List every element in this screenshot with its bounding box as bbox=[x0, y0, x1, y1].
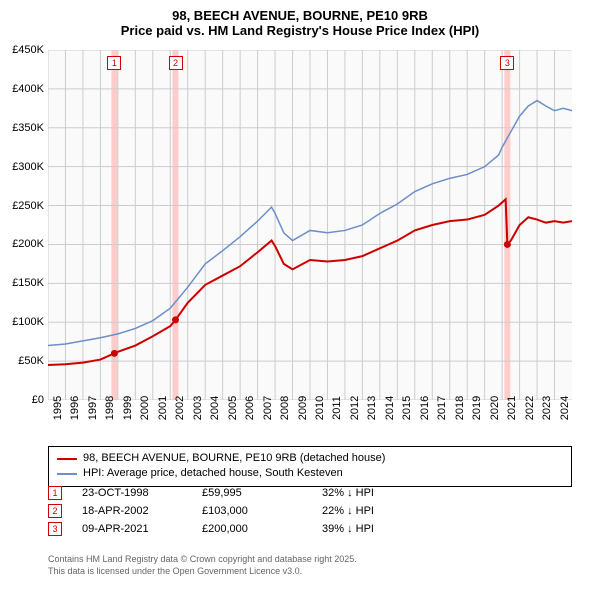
y-tick-label: £250K bbox=[12, 200, 44, 212]
x-tick-label: 2011 bbox=[331, 396, 343, 420]
x-tick-label: 2004 bbox=[209, 396, 221, 420]
transaction-date: 09-APR-2021 bbox=[82, 523, 202, 535]
y-tick-label: £400K bbox=[12, 83, 44, 95]
footer-line2: This data is licensed under the Open Gov… bbox=[48, 566, 572, 578]
transaction-delta: 32% ↓ HPI bbox=[322, 487, 442, 499]
transaction-date: 18-APR-2002 bbox=[82, 505, 202, 517]
x-tick-label: 2023 bbox=[541, 396, 553, 420]
x-tick-label: 2002 bbox=[174, 396, 186, 420]
x-tick-label: 1997 bbox=[87, 396, 99, 420]
x-tick-label: 2024 bbox=[559, 396, 571, 420]
x-tick-label: 2016 bbox=[419, 396, 431, 420]
legend-swatch bbox=[57, 473, 77, 475]
transaction-date: 23-OCT-1998 bbox=[82, 487, 202, 499]
title-subtitle: Price paid vs. HM Land Registry's House … bbox=[0, 23, 600, 38]
x-tick-label: 2012 bbox=[349, 396, 361, 420]
chart-marker-3: 3 bbox=[500, 56, 514, 70]
transactions-table: 1 23-OCT-1998£59,99532% ↓ HPI 2 18-APR-2002… bbox=[48, 486, 572, 540]
x-tick-label: 2013 bbox=[366, 396, 378, 420]
footer-line1: Contains HM Land Registry data © Crown c… bbox=[48, 554, 572, 566]
y-tick-label: £100K bbox=[12, 316, 44, 328]
transaction-marker: 2 bbox=[48, 504, 62, 518]
chart-marker-2: 2 bbox=[169, 56, 183, 70]
x-tick-label: 2005 bbox=[227, 396, 239, 420]
y-axis: £0£50K£100K£150K£200K£250K£300K£350K£400… bbox=[0, 50, 48, 400]
x-tick-label: 2015 bbox=[401, 396, 413, 420]
y-tick-label: £150K bbox=[12, 277, 44, 289]
legend-row: HPI: Average price, detached house, Sout… bbox=[57, 466, 563, 481]
x-tick-label: 2007 bbox=[262, 396, 274, 420]
x-tick-label: 1995 bbox=[52, 396, 64, 420]
x-tick-label: 2009 bbox=[297, 396, 309, 420]
y-tick-label: £450K bbox=[12, 44, 44, 56]
legend-row: 98, BEECH AVENUE, BOURNE, PE10 9RB (deta… bbox=[57, 451, 563, 466]
transaction-marker: 1 bbox=[48, 486, 62, 500]
transaction-row: 3 09-APR-2021£200,00039% ↓ HPI bbox=[48, 522, 572, 536]
x-tick-label: 2003 bbox=[192, 396, 204, 420]
x-tick-label: 2022 bbox=[524, 396, 536, 420]
plot-area: 1 2 3 bbox=[48, 50, 572, 400]
x-tick-label: 2010 bbox=[314, 396, 326, 420]
x-tick-label: 2021 bbox=[506, 396, 518, 420]
transaction-price: £200,000 bbox=[202, 523, 322, 535]
y-tick-label: £50K bbox=[18, 355, 44, 367]
x-tick-label: 2018 bbox=[454, 396, 466, 420]
title-address: 98, BEECH AVENUE, BOURNE, PE10 9RB bbox=[0, 8, 600, 23]
x-tick-label: 2001 bbox=[157, 396, 169, 420]
x-tick-label: 2006 bbox=[244, 396, 256, 420]
transaction-row: 1 23-OCT-1998£59,99532% ↓ HPI bbox=[48, 486, 572, 500]
chart-marker-1: 1 bbox=[107, 56, 121, 70]
transaction-row: 2 18-APR-2002£103,00022% ↓ HPI bbox=[48, 504, 572, 518]
transaction-price: £59,995 bbox=[202, 487, 322, 499]
x-tick-label: 2014 bbox=[384, 396, 396, 420]
transaction-marker: 3 bbox=[48, 522, 62, 536]
y-tick-label: £350K bbox=[12, 122, 44, 134]
x-tick-label: 2000 bbox=[139, 396, 151, 420]
title-block: 98, BEECH AVENUE, BOURNE, PE10 9RB Price… bbox=[0, 0, 600, 38]
x-tick-label: 1999 bbox=[122, 396, 134, 420]
x-tick-label: 2017 bbox=[436, 396, 448, 420]
transaction-price: £103,000 bbox=[202, 505, 322, 517]
chart-svg bbox=[48, 50, 572, 400]
y-tick-label: £200K bbox=[12, 238, 44, 250]
legend-label: HPI: Average price, detached house, Sout… bbox=[83, 466, 343, 481]
transaction-delta: 39% ↓ HPI bbox=[322, 523, 442, 535]
y-tick-label: £0 bbox=[32, 394, 44, 406]
footer: Contains HM Land Registry data © Crown c… bbox=[48, 554, 572, 577]
x-tick-label: 2008 bbox=[279, 396, 291, 420]
x-tick-label: 1998 bbox=[104, 396, 116, 420]
legend-swatch bbox=[57, 458, 77, 460]
legend-label: 98, BEECH AVENUE, BOURNE, PE10 9RB (deta… bbox=[83, 451, 385, 466]
y-tick-label: £300K bbox=[12, 161, 44, 173]
x-tick-label: 2020 bbox=[489, 396, 501, 420]
legend: 98, BEECH AVENUE, BOURNE, PE10 9RB (deta… bbox=[48, 446, 572, 487]
x-tick-label: 2019 bbox=[471, 396, 483, 420]
x-tick-label: 1996 bbox=[69, 396, 81, 420]
chart-container: 98, BEECH AVENUE, BOURNE, PE10 9RB Price… bbox=[0, 0, 600, 590]
x-axis: 1995199619971998199920002001200220032004… bbox=[48, 404, 572, 444]
transaction-delta: 22% ↓ HPI bbox=[322, 505, 442, 517]
